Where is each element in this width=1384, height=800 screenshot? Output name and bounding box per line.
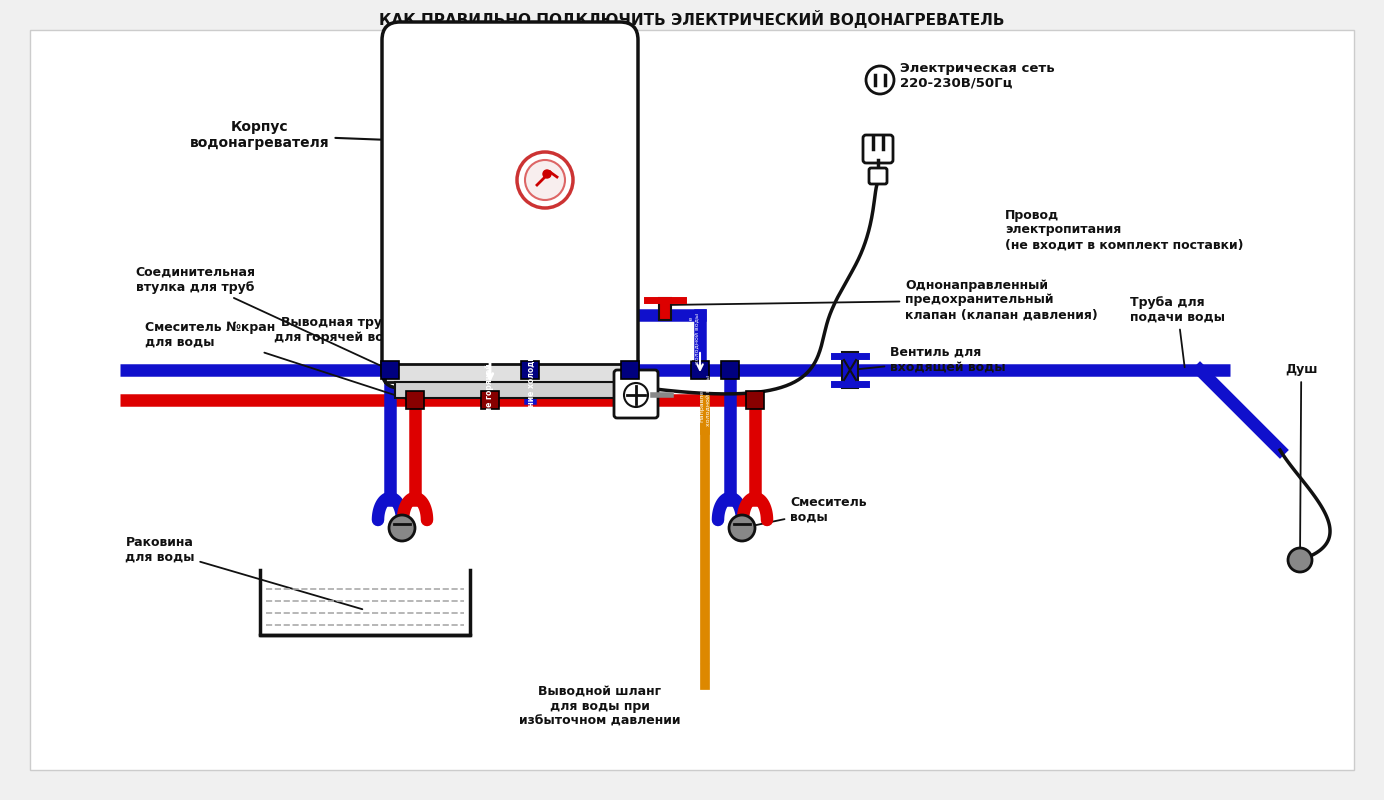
Text: Выводной шланг
для воды при
избыточном давлении: Выводной шланг для воды при избыточном д… xyxy=(519,685,681,728)
Circle shape xyxy=(543,170,551,178)
Circle shape xyxy=(866,66,894,94)
Text: Направление
холодной воды: Направление холодной воды xyxy=(689,313,699,363)
Bar xyxy=(659,298,671,320)
Bar xyxy=(691,361,709,379)
Bar xyxy=(621,361,639,379)
Text: Вентиль для
входящей воды: Вентиль для входящей воды xyxy=(853,346,1006,374)
Text: Труба для
подачи воды: Труба для подачи воды xyxy=(1129,296,1225,367)
Text: Смеситель
воды: Смеситель воды xyxy=(745,496,866,527)
Text: Направление горячей воды: Направление горячей воды xyxy=(484,338,494,461)
Text: Соединительная
втулка для труб: Соединительная втулка для труб xyxy=(136,266,388,369)
Text: Направление холодной воды: Направление холодной воды xyxy=(526,318,536,450)
Text: Раковина
для воды: Раковина для воды xyxy=(125,536,363,610)
Bar xyxy=(746,391,764,409)
Text: Душ: Душ xyxy=(1284,363,1318,558)
Text: КАК ПРАВИЛЬНО ПОДКЛЮЧИТЬ ЭЛЕКТРИЧЕСКИЙ ВОДОНАГРЕВАТЕЛЬ: КАК ПРАВИЛЬНО ПОДКЛЮЧИТЬ ЭЛЕКТРИЧЕСКИЙ В… xyxy=(379,10,1005,28)
Circle shape xyxy=(525,160,565,200)
Circle shape xyxy=(624,383,648,407)
FancyBboxPatch shape xyxy=(864,135,893,163)
FancyBboxPatch shape xyxy=(614,370,657,418)
Bar xyxy=(394,382,626,398)
Bar xyxy=(381,361,399,379)
Bar xyxy=(721,361,739,379)
Bar xyxy=(406,391,424,409)
FancyBboxPatch shape xyxy=(382,22,638,388)
FancyBboxPatch shape xyxy=(869,168,887,184)
Circle shape xyxy=(729,515,756,541)
Bar xyxy=(841,352,858,388)
Text: Однонаправленный
предохранительный
клапан (клапан давления): Однонаправленный предохранительный клапа… xyxy=(667,278,1098,322)
Circle shape xyxy=(518,152,573,208)
Text: Корпус
водонагревателя: Корпус водонагревателя xyxy=(190,120,518,150)
Circle shape xyxy=(1289,548,1312,572)
Bar xyxy=(520,361,538,379)
Bar xyxy=(385,364,635,382)
Circle shape xyxy=(389,515,415,541)
Text: Провод
электропитания
(не входит в комплект поставки): Провод электропитания (не входит в компл… xyxy=(1005,209,1243,251)
Text: Направление
холодной воды: Направление холодной воды xyxy=(699,374,710,426)
Bar xyxy=(482,391,500,409)
Text: Электрическая сеть
220-230В/50Гц: Электрическая сеть 220-230В/50Гц xyxy=(900,62,1055,90)
Text: Выводная труба
для горячей воды: Выводная труба для горячей воды xyxy=(274,316,487,378)
Text: Смеситель №кран
для воды: Смеситель №кран для воды xyxy=(145,321,407,399)
